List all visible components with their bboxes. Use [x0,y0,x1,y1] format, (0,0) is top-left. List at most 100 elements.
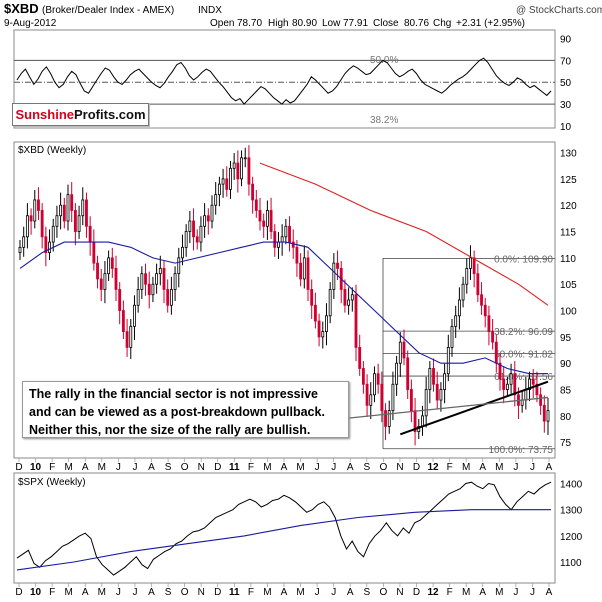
candle-body [18,246,22,253]
month-label: 10 [30,587,42,598]
candle-body [144,273,147,285]
ma-long-line [259,162,549,306]
candle-body [520,399,524,406]
rsi-y-tick: 50 [560,78,572,89]
candle-body [81,199,85,217]
candle-body [528,378,531,390]
candle-body [269,210,273,232]
high-label: High [268,18,289,29]
candle-body [354,294,358,348]
candle-body [85,199,88,227]
candle-body [487,315,491,332]
price-y-tick: 90 [560,359,572,370]
month-label: D [15,587,22,598]
candle-body [391,383,395,411]
month-label: M [263,462,271,473]
candle-body [240,157,243,180]
candle-body [336,262,339,269]
price-panel-frame [13,141,556,459]
candle-body [450,325,454,348]
price-y-tick: 95 [560,333,572,344]
candle-body [192,220,195,238]
candle-body [317,320,321,338]
candle-body [66,194,70,222]
candle-body [107,257,111,275]
candle-body [206,215,210,222]
month-label: 12 [428,587,440,598]
price-layer: 75 80 85 90 95 100 105 110 115 120 125 130 0.0%: 109… [18,145,577,456]
candle-body [77,215,81,232]
month-label: 11 [229,587,240,598]
rsi-panel-frame [13,29,556,129]
candle-body [118,289,122,311]
month-label: D [413,462,420,473]
low-value: 77.91 [343,18,368,29]
candle-body [195,236,199,243]
candle-body [361,368,365,385]
candle-body [125,331,129,348]
brand-part-1: Sunshine [15,107,74,122]
month-label: N [396,462,403,473]
candle-body [273,231,277,248]
price-y-tick: 80 [560,412,572,423]
candle-body [291,241,295,248]
candle-body [92,241,96,264]
candle-body [236,162,240,180]
month-label: A [82,462,89,473]
month-label: O [181,462,189,473]
candle-body [494,341,498,364]
month-label: F [447,462,453,473]
price-y-tick: 120 [560,201,577,212]
candle-body [313,304,317,322]
candle-body [480,294,483,306]
candle-body [295,246,299,264]
month-label: D [214,462,221,473]
candle-body [509,373,513,385]
candle-body [446,346,450,375]
month-label: J [530,587,535,598]
month-label: M [495,462,503,473]
candle-body [184,231,188,248]
month-label: F [447,587,453,598]
fib-level-label: 38.2%: 96.09 [494,327,553,338]
price-y-tick: 130 [560,149,577,160]
spx-panel-title: $SPX (Weekly) [18,477,86,488]
month-label: J [132,462,137,473]
candle-body [25,215,29,238]
spx-line [16,481,552,576]
candle-body [461,283,465,301]
rsi-y-tick: 70 [560,56,572,67]
candle-body [70,194,74,211]
candle-body [546,410,550,422]
candle-body [221,178,225,185]
candle-body [265,210,269,227]
candle-body [151,283,155,296]
candle-body [432,368,435,385]
month-label: J [331,462,336,473]
month-label: J [331,587,336,598]
close-value: 80.76 [404,18,429,29]
month-label: F [248,462,254,473]
candle-body [169,289,173,306]
fib-level-label: 50.0%: 91.82 [494,350,553,361]
month-label: M [263,587,271,598]
candle-body [376,373,380,385]
candle-body [280,236,284,243]
candle-body [328,289,332,317]
candle-body [114,267,118,290]
candle-body [258,210,262,222]
annotation-box: The rally in the financial sector is not… [22,381,349,438]
chg-label: Chg [433,18,451,29]
month-label: F [49,587,55,598]
month-label: A [479,462,486,473]
month-label: M [65,587,73,598]
price-y-tick: 110 [560,254,576,265]
rsi-y-tick: 30 [560,100,572,111]
month-label: A [82,587,89,598]
candle-body [133,304,136,327]
spx-y-tick: 1300 [560,506,583,517]
month-label: A [347,587,354,598]
month-label: S [363,462,370,473]
candle-body [472,257,476,275]
